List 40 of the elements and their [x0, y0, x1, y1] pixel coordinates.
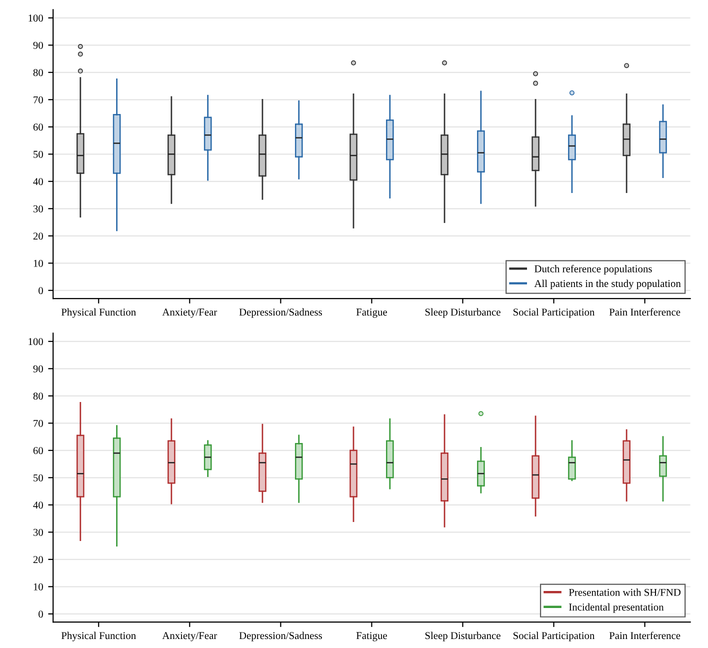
- y-tick-label: 90: [33, 365, 43, 372]
- y-tick-label: 10: [34, 583, 43, 590]
- legend-label: Incidental presentation: [569, 603, 664, 613]
- y-tick-label: 40: [33, 178, 43, 186]
- y-tick-label: 40: [33, 502, 43, 509]
- y-tick-label: 70: [34, 420, 43, 427]
- y-tick-label: 60: [33, 124, 43, 131]
- x-tick-label: Depression/Sadness: [239, 308, 322, 318]
- y-tick-label: 50: [34, 150, 43, 158]
- y-tick-label: 50: [34, 474, 43, 482]
- y-tick-label: 80: [33, 392, 43, 400]
- y-tick-label: 100: [28, 338, 43, 346]
- legend-label: Presentation with SH/FND: [568, 588, 681, 596]
- y-tick-label: 30: [33, 528, 43, 536]
- y-tick-label: 70: [34, 96, 43, 104]
- y-tick-label: 10: [34, 260, 43, 267]
- x-tick-label: Sleep Disturbance: [425, 308, 500, 318]
- x-tick-label: Pain Interference: [609, 632, 680, 640]
- legend-label: Dutch reference populations: [534, 264, 652, 274]
- y-tick-label: 20: [33, 232, 43, 240]
- x-tick-label: Fatigue: [356, 308, 387, 318]
- x-tick-label: Physical Function: [61, 308, 136, 318]
- x-tick-label: Anxiety/Fear: [162, 308, 218, 318]
- x-tick-label: Physical Function: [61, 632, 136, 642]
- y-tick-label: 80: [33, 69, 43, 76]
- x-tick-label: Pain Interference: [609, 308, 680, 316]
- x-tick-label: Social Participation: [514, 308, 595, 318]
- y-tick-label: 0: [38, 610, 43, 618]
- y-tick-label: 100: [28, 14, 43, 22]
- y-tick-label: 20: [33, 556, 43, 564]
- x-tick-label: Social Participation: [514, 632, 595, 642]
- x-tick-label: Fatigue: [356, 632, 387, 642]
- x-tick-label: Depression/Sadness: [239, 632, 322, 642]
- y-tick-label: 0: [38, 287, 43, 294]
- y-tick-label: 30: [33, 205, 43, 212]
- y-tick-label: 90: [33, 42, 43, 49]
- legend-label: All patients in the study population: [534, 280, 681, 290]
- y-tick-label: 60: [33, 447, 43, 454]
- x-tick-label: Anxiety/Fear: [162, 632, 218, 642]
- x-tick-label: Sleep Disturbance: [425, 632, 500, 642]
